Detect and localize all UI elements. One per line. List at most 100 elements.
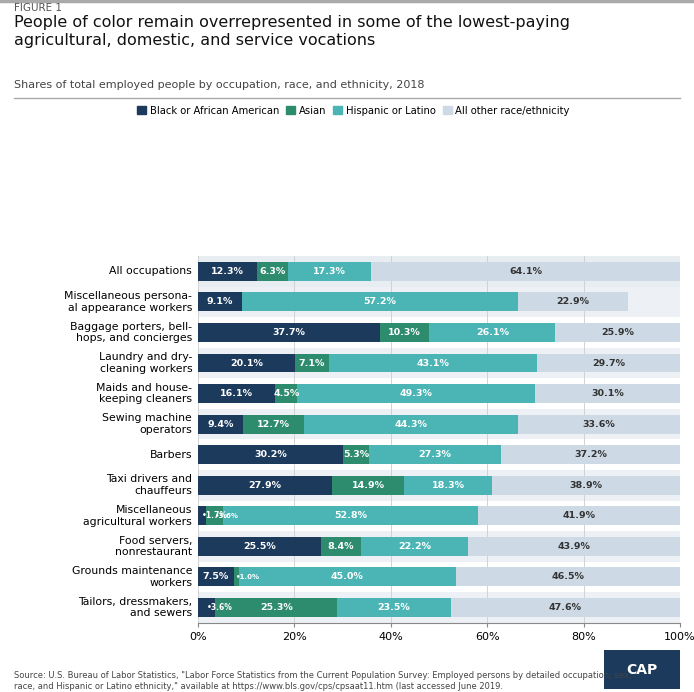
Bar [337,598,450,617]
Bar [243,415,305,434]
Bar [518,293,628,311]
Text: 37.2%: 37.2% [574,450,607,459]
Bar [493,476,680,495]
Bar [198,286,680,317]
Text: 45.0%: 45.0% [331,572,364,581]
Bar [344,445,369,464]
Text: 64.1%: 64.1% [509,267,542,276]
Text: 27.9%: 27.9% [248,481,282,490]
Bar [329,354,537,372]
Bar [198,598,215,617]
Bar [215,598,337,617]
Bar [535,384,680,403]
Bar [198,317,680,348]
Text: 14.9%: 14.9% [352,481,384,490]
Bar [371,262,680,281]
Text: 10.3%: 10.3% [388,328,421,337]
Text: 33.6%: 33.6% [583,419,616,428]
Text: 27.3%: 27.3% [418,450,451,459]
Bar [242,293,518,311]
Text: 25.9%: 25.9% [601,328,634,337]
Bar [198,592,680,623]
Text: 25.3%: 25.3% [260,603,293,612]
Bar [518,415,680,434]
Bar [369,445,500,464]
Bar [198,531,680,562]
Text: 57.2%: 57.2% [363,298,396,307]
Bar [198,439,680,470]
Bar [198,409,680,439]
Text: •1.7%: •1.7% [202,511,228,520]
Text: 29.7%: 29.7% [592,358,625,367]
Text: 52.8%: 52.8% [335,511,367,520]
Text: 46.5%: 46.5% [552,572,584,581]
Bar [198,323,380,342]
Text: 9.4%: 9.4% [208,419,234,428]
Text: FIGURE 1: FIGURE 1 [14,3,62,13]
Text: 5.3%: 5.3% [343,450,369,459]
Bar [450,598,680,617]
Bar [198,379,680,409]
Bar [257,262,287,281]
Bar [198,262,257,281]
Text: 26.1%: 26.1% [476,328,509,337]
Text: CAP: CAP [626,662,658,677]
Text: 4.5%: 4.5% [273,389,299,398]
Text: 47.6%: 47.6% [549,603,582,612]
Bar [537,354,680,372]
Text: People of color remain overrepresented in some of the lowest-paying
agricultural: People of color remain overrepresented i… [14,15,570,48]
Text: 30.2%: 30.2% [254,450,287,459]
Text: 23.5%: 23.5% [378,603,410,612]
Bar [206,507,223,525]
Bar [295,354,329,372]
Text: Shares of total employed people by occupation, race, and ethnicity, 2018: Shares of total employed people by occup… [14,80,424,89]
Bar [198,384,276,403]
Text: 25.5%: 25.5% [243,542,276,551]
Text: 6.3%: 6.3% [259,267,285,276]
Text: 12.7%: 12.7% [257,419,290,428]
Text: 9.1%: 9.1% [207,298,233,307]
Bar [362,537,468,556]
Bar [456,567,680,586]
Text: 44.3%: 44.3% [395,419,428,428]
Bar [297,384,535,403]
Bar [223,507,478,525]
Bar [198,256,680,286]
Bar [404,476,493,495]
Bar [332,476,404,495]
Text: •3.6%: •3.6% [214,513,239,519]
Text: 16.1%: 16.1% [220,389,253,398]
Bar [500,445,680,464]
Bar [198,500,680,531]
Bar [198,507,206,525]
Text: 12.3%: 12.3% [211,267,244,276]
Text: 22.9%: 22.9% [557,298,589,307]
Bar [276,384,297,403]
Bar [198,537,321,556]
Text: 22.2%: 22.2% [398,542,432,551]
Bar [198,562,680,592]
Bar [198,415,243,434]
Bar [198,445,344,464]
Text: 43.9%: 43.9% [558,542,591,551]
Text: 49.3%: 49.3% [400,389,432,398]
Bar [198,567,234,586]
Text: •1.0%: •1.0% [237,574,260,580]
Bar [305,415,518,434]
Text: 43.1%: 43.1% [416,358,449,367]
Bar [198,476,332,495]
Text: 18.3%: 18.3% [432,481,465,490]
Bar [478,507,680,525]
Text: •3.6%: •3.6% [207,603,232,612]
Text: 37.7%: 37.7% [272,328,305,337]
Text: 7.1%: 7.1% [298,358,325,367]
Bar [198,354,295,372]
Text: 20.1%: 20.1% [230,358,263,367]
Bar [198,293,242,311]
Bar [380,323,430,342]
Text: 41.9%: 41.9% [563,511,595,520]
Bar [287,262,371,281]
Bar [198,470,680,500]
Bar [555,323,680,342]
Text: 30.1%: 30.1% [591,389,624,398]
